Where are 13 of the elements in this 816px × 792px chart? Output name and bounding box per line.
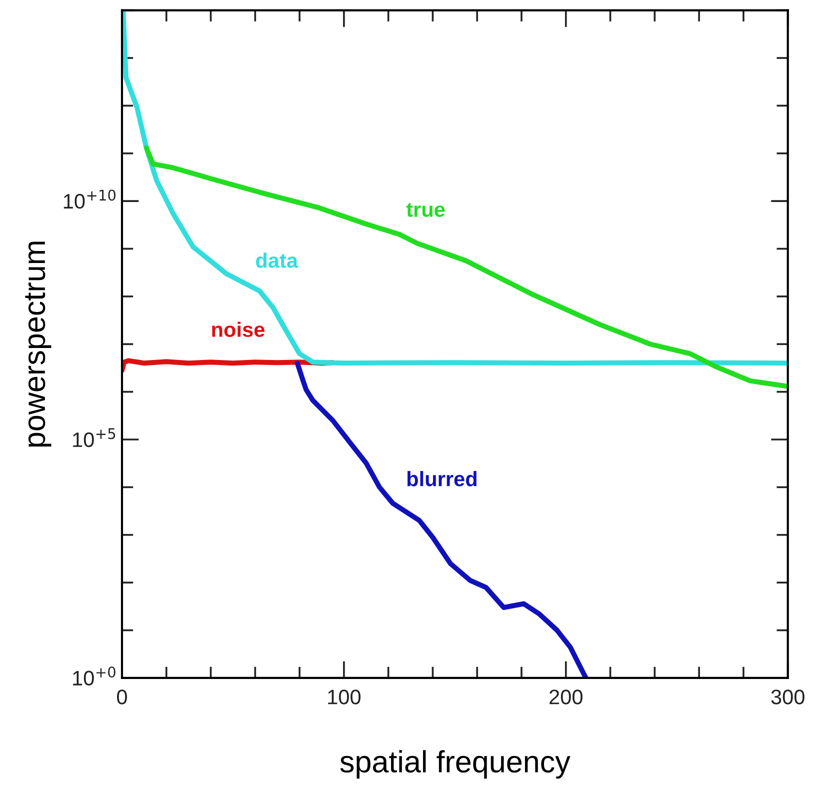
- series-label: true: [406, 203, 445, 217]
- y-axis-title: powerspectrum: [25, 242, 52, 447]
- y-tick-label: 10$^{+5}$: [73, 428, 116, 448]
- x-tick-label: 200: [550, 690, 582, 704]
- y-tick-label: 10$^{+0}$: [73, 666, 116, 686]
- y-tick-label: 10$^{+10}$: [64, 190, 116, 209]
- series-label: data: [256, 252, 298, 268]
- x-tick-label: 0: [117, 690, 127, 704]
- series-label: noise: [212, 322, 264, 338]
- x-tick-label: 300: [771, 690, 804, 704]
- series-label: blurred: [407, 471, 476, 486]
- x-axis-title: spatial frequency: [340, 750, 570, 779]
- x-tick-label: 100: [328, 690, 361, 704]
